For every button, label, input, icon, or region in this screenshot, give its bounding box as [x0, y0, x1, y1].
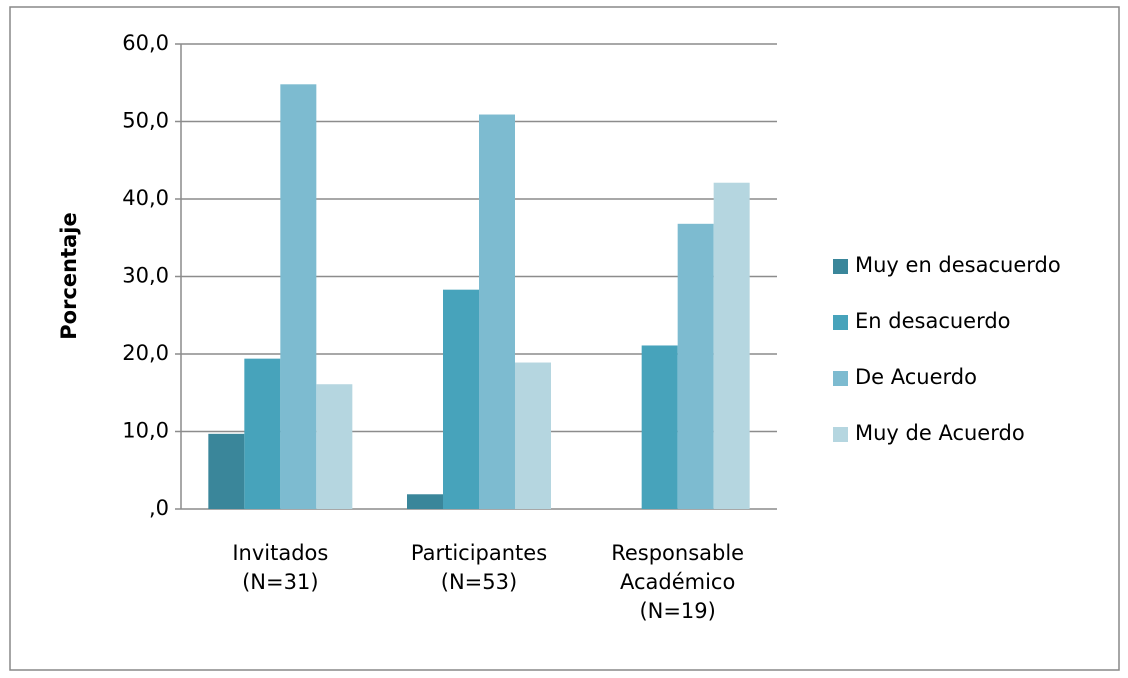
y-tick-label: 10,0 — [122, 419, 169, 443]
y-tick-label: 50,0 — [122, 109, 169, 133]
bar — [280, 84, 317, 510]
bar — [316, 384, 353, 509]
y-tick-label: 20,0 — [122, 341, 169, 365]
chart-border — [9, 6, 1120, 671]
bar — [713, 182, 750, 509]
x-tick-label: Participantes (N=53) — [410, 541, 548, 594]
legend-label: En desacuerdo — [855, 309, 1011, 333]
y-tick-label: 30,0 — [122, 264, 169, 288]
bar — [677, 223, 714, 510]
legend-swatch — [833, 427, 848, 442]
x-tick-label: Invitados (N=31) — [232, 541, 329, 594]
legend-swatch — [833, 371, 848, 386]
bar — [479, 114, 515, 510]
bar — [641, 345, 678, 509]
bar — [443, 289, 479, 509]
y-tick-label: 40,0 — [122, 186, 169, 210]
y-axis-label: Porcentaje — [57, 212, 81, 339]
x-tick-label: Responsable Académico (N=19) — [611, 541, 745, 623]
legend-label: De Acuerdo — [855, 365, 977, 389]
y-tick-label: ,0 — [149, 496, 169, 520]
legend-swatch — [833, 315, 848, 330]
legend-swatch — [833, 259, 848, 274]
bar — [407, 494, 443, 509]
bar — [208, 433, 245, 509]
legend-label: Muy en desacuerdo — [855, 253, 1061, 277]
legend-label: Muy de Acuerdo — [855, 421, 1025, 445]
y-tick-label: 60,0 — [122, 31, 169, 55]
bar — [244, 358, 281, 509]
bar — [515, 362, 551, 509]
